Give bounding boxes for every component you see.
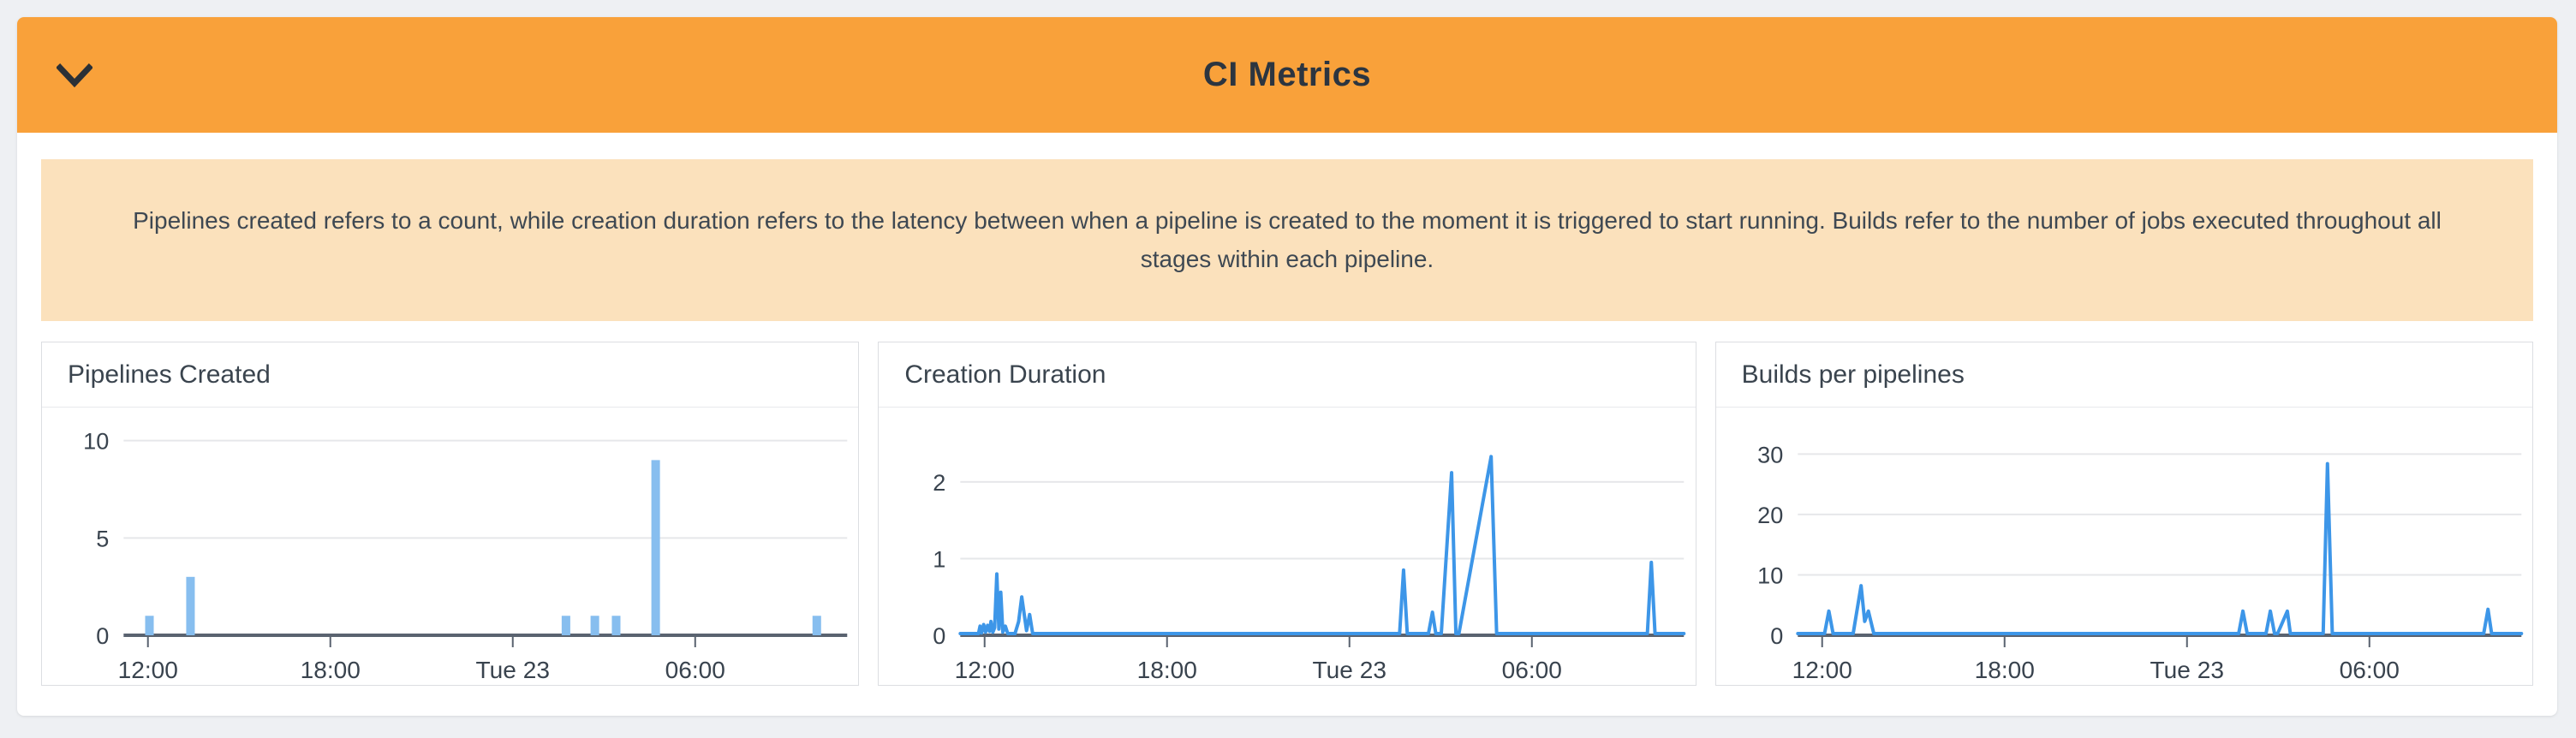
panel-title: Pipelines Created [42,342,859,408]
svg-text:06:00: 06:00 [665,657,725,683]
panel-creation-duration: Creation Duration 0 1 2 12:00 18:00 Tue 23 06:… [878,342,1696,686]
svg-text:10: 10 [1757,562,1783,588]
svg-text:20: 20 [1757,503,1783,528]
info-banner: Pipelines created refers to a count, whi… [41,159,2533,321]
chevron-down-icon[interactable] [57,62,92,88]
svg-text:06:00: 06:00 [2339,657,2399,683]
svg-text:Tue 23: Tue 23 [476,657,550,683]
svg-text:10: 10 [83,429,109,455]
svg-text:0: 0 [933,623,946,649]
panel-pipelines-created: Pipelines Created 0 5 10 12:00 18:00 Tue 23 06… [41,342,860,686]
svg-text:2: 2 [933,470,946,496]
ci-metrics-row-card: CI Metrics Pipelines created refers to a… [17,17,2557,716]
svg-text:Tue 23: Tue 23 [1313,657,1386,683]
builds-per-pipelines-chart[interactable]: 0 10 20 30 12:00 18:00 Tue 23 06:00 [1716,408,2532,685]
svg-text:0: 0 [96,623,109,649]
svg-text:18:00: 18:00 [1137,657,1197,683]
creation-duration-chart[interactable]: 0 1 2 12:00 18:00 Tue 23 06:00 [879,408,1695,685]
svg-text:12:00: 12:00 [1792,657,1852,683]
svg-text:1: 1 [933,546,946,572]
svg-text:30: 30 [1757,442,1783,467]
svg-text:18:00: 18:00 [1974,657,2034,683]
svg-text:5: 5 [96,526,109,551]
svg-text:06:00: 06:00 [1502,657,1562,683]
panel-builds-per-pipelines: Builds per pipelines 0 10 20 30 12:00 18:00 Tu… [1714,342,2533,686]
panel-title: Creation Duration [879,342,1696,408]
svg-text:Tue 23: Tue 23 [2150,657,2223,683]
pipelines-created-chart[interactable]: 0 5 10 12:00 18:00 Tue 23 06:00 [42,408,858,685]
row-header[interactable]: CI Metrics [17,17,2557,133]
svg-text:18:00: 18:00 [301,657,361,683]
svg-text:12:00: 12:00 [118,657,178,683]
svg-text:12:00: 12:00 [955,657,1015,683]
row-content: Pipelines created refers to a count, whi… [17,133,2557,686]
info-banner-text: Pipelines created refers to a count, whi… [133,207,2442,272]
row-title: CI Metrics [1202,56,1372,93]
panels-row: Pipelines Created 0 5 10 12:00 18:00 Tue 23 06… [41,342,2533,686]
panel-title: Builds per pipelines [1715,342,2532,408]
svg-text:0: 0 [1770,623,1783,649]
